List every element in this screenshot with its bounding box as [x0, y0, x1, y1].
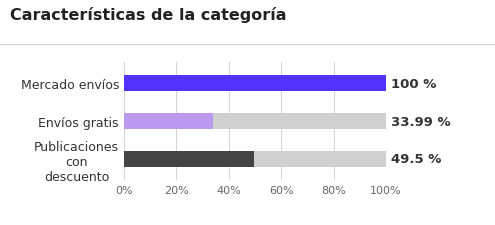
Bar: [124, 151, 253, 167]
Bar: [124, 76, 386, 92]
Text: 33.99 %: 33.99 %: [392, 115, 451, 128]
Bar: [124, 151, 386, 167]
Bar: [124, 114, 213, 129]
Text: Características de la categoría: Características de la categoría: [10, 7, 287, 23]
Text: 100 %: 100 %: [392, 77, 437, 90]
Bar: [124, 114, 386, 129]
Text: 49.5 %: 49.5 %: [392, 153, 442, 166]
Bar: [124, 76, 386, 92]
